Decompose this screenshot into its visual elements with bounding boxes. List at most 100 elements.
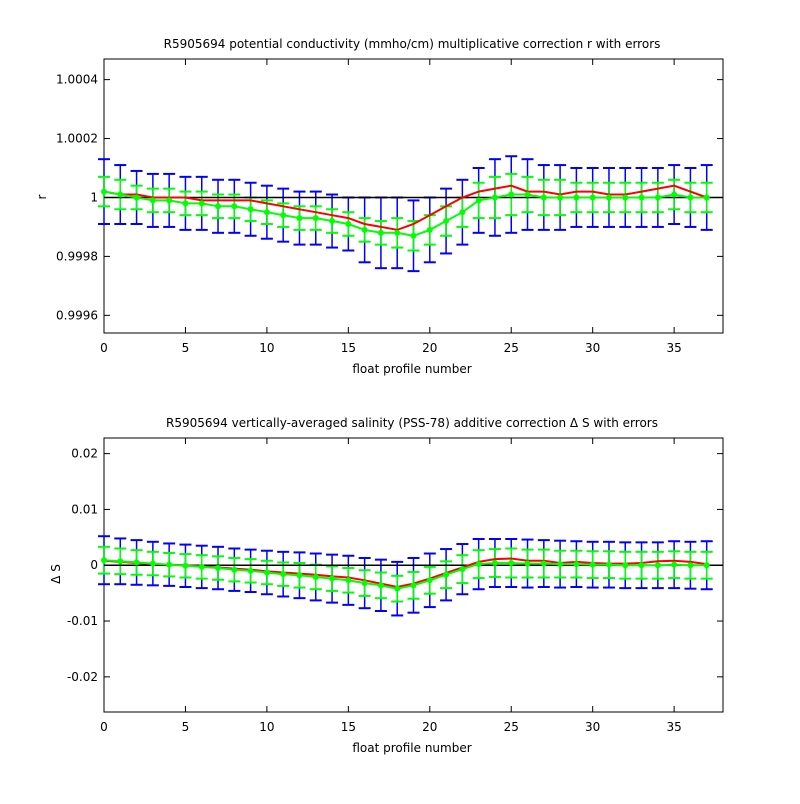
top-chart-green-point [687,194,694,201]
bottom-chart-green-point [231,566,238,573]
bottom-chart-green-point [638,562,645,569]
bottom-chart-green-point [133,559,140,566]
top-chart-green-point [443,218,450,225]
bottom-chart-xtick-label: 30 [585,720,600,734]
bottom-chart-green-point [198,563,205,570]
top-chart-green-point [654,194,661,201]
top-chart-green-point [475,197,482,204]
bottom-chart-green-point [654,562,661,569]
bottom-chart-panel: R5905694 vertically-averaged salinity (P… [49,416,724,755]
bottom-chart-green-point [475,561,482,568]
bottom-chart-green-point [687,562,694,569]
top-chart-green-point [166,197,173,204]
top-chart-green-point [296,215,303,222]
top-chart-xtick-label: 5 [182,341,190,355]
bottom-chart-xtick-label: 20 [422,720,437,734]
bottom-chart-green-point [166,561,173,568]
bottom-chart-green-point [622,562,629,569]
top-chart-ytick-label: 1 [90,190,98,204]
bottom-chart-green-point [312,573,319,580]
bottom-chart-xtick-label: 0 [100,720,108,734]
top-chart-green-point [280,212,287,219]
bottom-chart-green-point [426,577,433,584]
top-chart-green-point [263,209,270,216]
bottom-chart-green-point [508,560,515,567]
bottom-chart-green-point [247,567,254,574]
bottom-chart-green-point [345,577,352,584]
top-chart-green-point [182,200,189,207]
top-chart-xtick-label: 20 [422,341,437,355]
bottom-chart-xtick-label: 15 [341,720,356,734]
top-chart-green-point [638,194,645,201]
top-chart-green-point [671,191,678,198]
bottom-chart-ytick-label: -0.02 [67,670,98,684]
bottom-chart-green-point [589,561,596,568]
top-chart-xtick-label: 25 [504,341,519,355]
top-chart-ytick-label: 0.9998 [56,249,98,263]
bottom-chart-xtick-label: 35 [666,720,681,734]
top-chart-xtick-label: 0 [100,341,108,355]
bottom-chart-green-point [149,560,156,567]
top-chart-ytick-label: 1.0004 [56,73,98,87]
bottom-chart-green-point [280,571,287,578]
top-chart-ytick-label: 0.9996 [56,308,98,322]
bottom-chart-ytick-label: 0.01 [71,502,98,516]
top-chart-green-point [361,226,368,233]
bottom-chart-green-point [540,560,547,567]
bottom-chart-xtick-label: 10 [259,720,274,734]
top-chart-green-point [394,229,401,236]
bottom-chart-ytick-label: 0.02 [71,447,98,461]
top-chart-xtick-label: 15 [341,341,356,355]
top-chart-green-point [540,194,547,201]
top-chart-plot-area: 0 5 10 15 20 25 30 35 0.9996 0.9998 1 1.0002 1.0004 [56,58,724,355]
top-chart-green-point [377,229,384,236]
bottom-chart-green-point [573,561,580,568]
top-chart-green-point [524,191,531,198]
top-chart-xlabel: float profile number [352,362,471,376]
top-chart-green-point [117,191,124,198]
top-chart-xtick-label: 10 [259,341,274,355]
bottom-chart-green-point [443,571,450,578]
top-chart-ylabel: r [35,194,49,199]
top-chart-green-point [573,194,580,201]
top-chart-green-point [703,194,710,201]
bottom-chart-green-point [215,565,222,572]
top-chart-green-point [215,203,222,210]
bottom-chart-green-point [459,566,466,573]
bottom-chart-green-point [703,562,710,569]
bottom-chart-xtick-label: 25 [504,720,519,734]
bottom-chart-green-point [524,560,531,567]
bottom-chart-green-point [557,561,564,568]
top-chart-ytick-label: 1.0002 [56,132,98,146]
bottom-chart-green-point [671,561,678,568]
top-chart-green-point [231,203,238,210]
top-chart-green-point [329,218,336,225]
top-chart-green-point [247,206,254,213]
bottom-chart-ylabel: Δ S [49,564,63,584]
top-chart-green-point [622,194,629,201]
top-chart-xtick-label: 30 [585,341,600,355]
top-chart-green-point [589,194,596,201]
bottom-chart-green-point [263,569,270,576]
bottom-chart-green-point [491,560,498,567]
top-chart-green-point [410,232,417,239]
top-chart-xtick-label: 35 [666,341,681,355]
bottom-chart-green-point [329,575,336,582]
top-chart-green-point [101,188,107,195]
top-chart-green-point [459,209,466,216]
top-chart-green-point [312,215,319,222]
top-chart-green-point [508,191,515,198]
bottom-chart-green-point [117,558,124,565]
bottom-chart-title: R5905694 vertically-averaged salinity (P… [166,416,658,430]
bottom-chart-xtick-label: 5 [182,720,190,734]
top-chart-green-point [557,194,564,201]
bottom-chart-green-point [361,580,368,587]
top-chart-green-point [149,197,156,204]
top-chart-green-point [491,194,498,201]
bottom-chart-xlabel: float profile number [352,741,471,755]
bottom-chart-green-point [182,562,189,569]
bottom-chart-ytick-label: 0 [90,558,98,572]
top-chart-green-point [133,194,140,201]
